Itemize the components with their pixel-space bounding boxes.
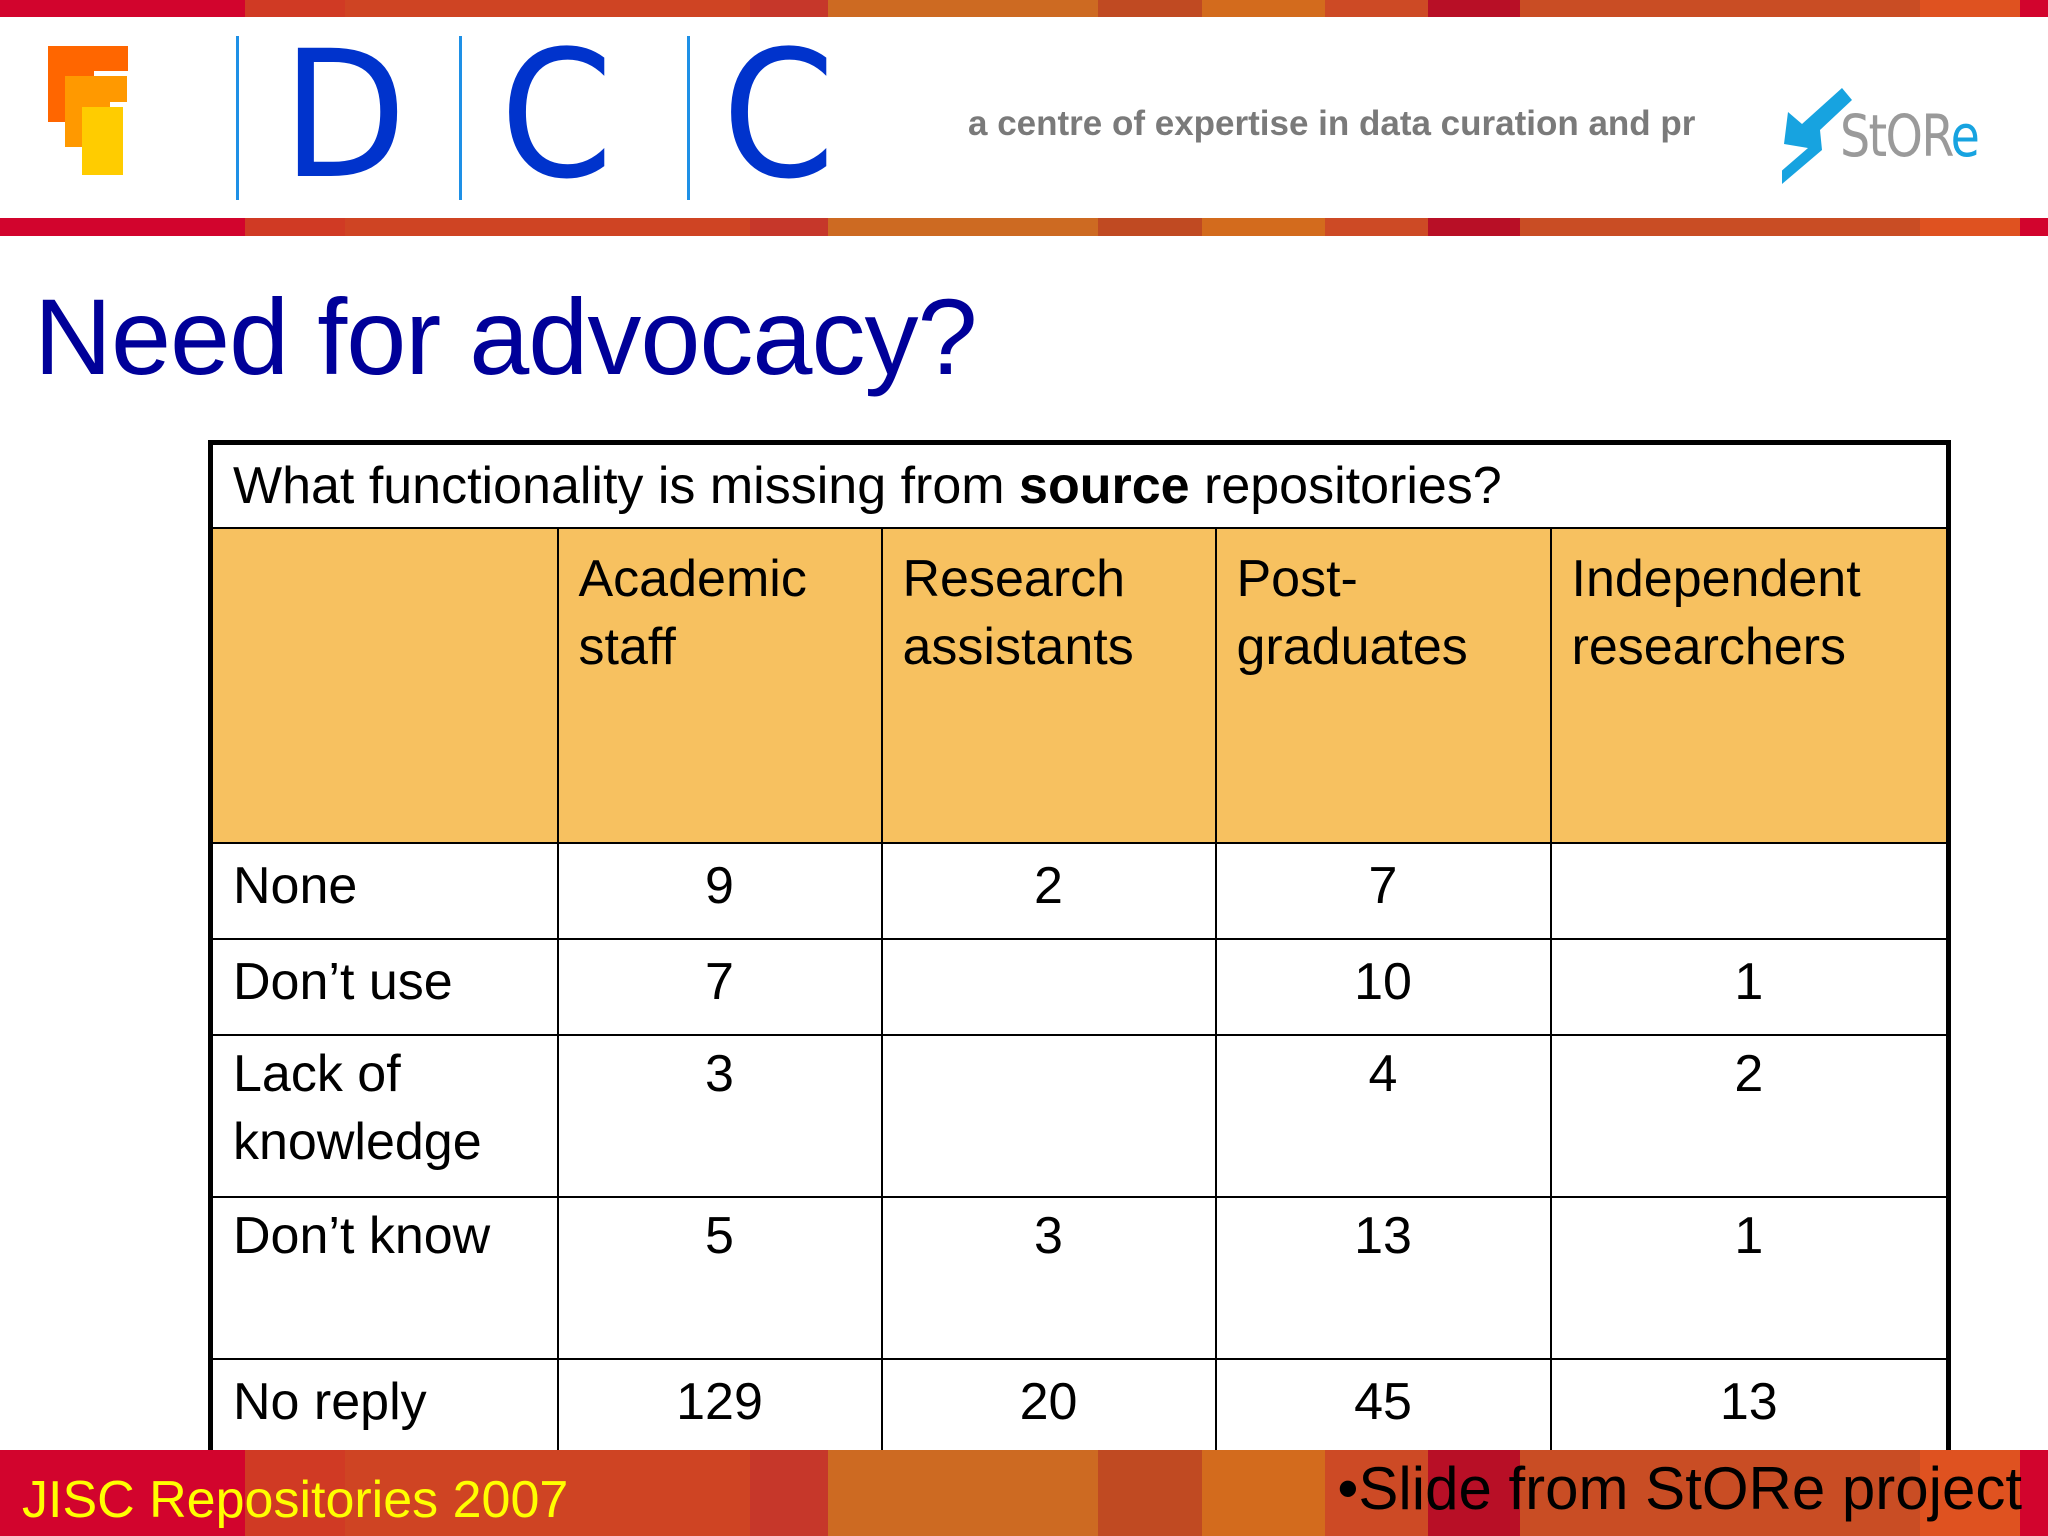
- dcc-logo-squares-icon: [48, 46, 178, 176]
- footer-event-label: JISC Repositories 2007: [22, 1471, 569, 1529]
- table-cell: 13: [1549, 1358, 1950, 1458]
- table-cell: 5: [556, 1196, 883, 1360]
- survey-results-table: What functionality is missing from sourc…: [208, 440, 1952, 1459]
- column-header-post-graduates: Post-graduates: [1214, 527, 1552, 844]
- column-header-academic-staff: Academic staff: [556, 527, 883, 844]
- footer-source-note: •Slide from StORe project: [1337, 1455, 2022, 1522]
- table-row: No reply 129 20 45 13: [209, 1358, 1950, 1458]
- table-cell: 7: [1214, 842, 1552, 940]
- logo-letter-c: C: [500, 13, 614, 218]
- table-cell: 3: [880, 1196, 1217, 1360]
- footer-band: [0, 1450, 2048, 1536]
- row-label: Don’t know: [209, 1196, 559, 1360]
- store-logo: StORe: [1782, 88, 2002, 184]
- column-header-research-assistants: Research assistants: [880, 527, 1217, 844]
- store-logo-accent: e: [1950, 102, 1980, 170]
- table-header-row: Academic staff Research assistants Post-gr…: [209, 527, 1950, 844]
- logo-letter-d: D: [282, 13, 407, 218]
- table-cell: 2: [1549, 1034, 1950, 1198]
- question-emphasis: source: [1019, 457, 1190, 515]
- table-row: Lack of knowledge 3 4 2: [209, 1034, 1950, 1198]
- logo-divider: [236, 36, 239, 200]
- store-arrow-icon: [1782, 88, 1852, 184]
- table-cell: 20: [880, 1358, 1217, 1458]
- table-row: None 9 2 7: [209, 842, 1950, 940]
- row-label: None: [209, 842, 559, 940]
- slide-title: Need for advocacy?: [34, 276, 978, 397]
- row-label: No reply: [209, 1358, 559, 1458]
- logo-divider: [459, 36, 462, 200]
- table-cell: 7: [556, 938, 883, 1036]
- table-cell: [1549, 842, 1950, 940]
- row-label: Don’t use: [209, 938, 559, 1036]
- table-cell: 4: [1214, 1034, 1552, 1198]
- table-cell: 9: [556, 842, 883, 940]
- dcc-tagline: a centre of expertise in data curation a…: [968, 104, 1696, 143]
- table-question-row: What functionality is missing from sourc…: [209, 441, 1950, 529]
- table-cell: 129: [556, 1358, 883, 1458]
- table-row: Don’t use 7 10 1: [209, 938, 1950, 1036]
- table-cell: 3: [556, 1034, 883, 1198]
- row-label: Lack of knowledge: [209, 1034, 559, 1198]
- table-question: What functionality is missing from sourc…: [209, 441, 1950, 529]
- table-cell: 2: [880, 842, 1217, 940]
- table-cell: 10: [1214, 938, 1552, 1036]
- table-cell: [880, 1034, 1217, 1198]
- table-cell: 45: [1214, 1358, 1552, 1458]
- header-empty-cell: [209, 527, 559, 844]
- top-color-stripe: [0, 0, 2048, 17]
- logo-letter-c: C: [722, 13, 836, 218]
- column-header-independent-researchers: Independent researchers: [1549, 527, 1950, 844]
- logo-divider: [687, 36, 690, 200]
- header-bottom-stripe: [0, 218, 2048, 236]
- table-cell: 1: [1549, 938, 1950, 1036]
- table-cell: 13: [1214, 1196, 1552, 1360]
- table-cell: 1: [1549, 1196, 1950, 1360]
- table-cell: [880, 938, 1217, 1036]
- store-logo-text: StOR: [1840, 102, 1952, 170]
- table-row: Don’t know 5 3 13 1: [209, 1196, 1950, 1360]
